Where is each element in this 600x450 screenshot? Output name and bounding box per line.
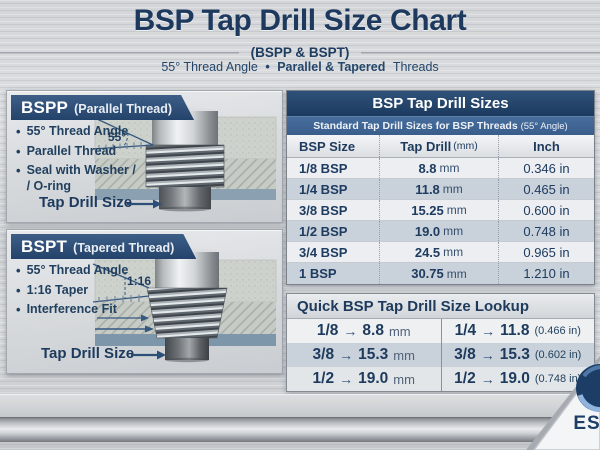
bullet-dot-icon: • — [16, 282, 21, 298]
bspp-panel-type: (Parallel Thread) — [74, 102, 173, 116]
tap-drill-arrow-icon — [127, 199, 162, 209]
quick-lookup-table: Quick BSP Tap Drill Size Lookup 1/8 → 8.8 m… — [286, 293, 595, 392]
column-header-bsp-size: BSP Size — [299, 138, 356, 154]
page-subtitle: (BSPP & BSPT) — [250, 45, 350, 60]
subtitle-row: (BSPP & BSPT) — [0, 45, 600, 60]
tap-drill-arrow-icon — [131, 350, 166, 360]
quick-lookup-cell: 3/8 → 15.3 (0.602 in) — [440, 343, 595, 367]
page-title: BSP Tap Drill Size Chart — [133, 4, 467, 37]
bottom-deck-strip — [0, 394, 600, 417]
quick-lookup-cell: 3/8 → 15.3 mm — [312, 346, 415, 363]
table-row: 3/8 BSP 15.25 mm 0.600 in — [287, 200, 594, 221]
bspp-tap-drill-size-label: Tap Drill Size — [39, 194, 133, 211]
table-row: 3/4 BSP 24.5 mm 0.965 in — [287, 242, 594, 263]
bullet-dot-icon: • — [16, 143, 21, 159]
bspt-tap-drill-size-label: Tap Drill Size — [41, 345, 135, 362]
bspt-fitting — [146, 248, 228, 363]
size-table-header-row: BSP Size Tap Drill (mm) Inch — [287, 135, 594, 158]
divider-line-right — [361, 51, 600, 54]
size-table-subtitle-main: Standard Tap Drill Sizes for BSP Threads — [313, 120, 518, 132]
table-row: 1 BSP 30.75 mm 1.210 in — [287, 263, 594, 284]
bspt-bullet-list: • 55° Thread Angle • 1:16 Taper • Interfere… — [16, 263, 148, 322]
arrow-right-icon: → — [339, 371, 354, 387]
table-row: 1/4 BSP 11.8 mm 0.465 in — [287, 179, 594, 200]
bspt-panel: BSPT (Tapered Thread) • 55° Thread Angle … — [6, 229, 283, 374]
tagline-tail: Threads — [392, 60, 439, 74]
quick-lookup-cell: 1/8 → 8.8 mm — [316, 322, 411, 339]
arrow-right-icon: → — [339, 347, 354, 363]
quick-lookup-cell: 1/2 → 19.0 mm — [312, 370, 415, 387]
size-table-title: BSP Tap Drill Sizes — [287, 91, 594, 116]
bspp-panel: BSPP (Parallel Thread) • 55° Thread Angle… — [6, 90, 283, 223]
arrow-right-icon: → — [343, 323, 358, 339]
bullet-item: • Parallel Thread — [16, 143, 117, 159]
brand-logo-icon — [576, 364, 600, 413]
bullet-item: • 55° Thread Angle — [16, 124, 129, 139]
arrow-right-icon: → — [480, 347, 495, 363]
table-row: 1/2 BSP 19.0 mm 0.748 in — [287, 221, 594, 242]
quick-lookup-title: Quick BSP Tap Drill Size Lookup — [287, 294, 594, 319]
quick-lookup-row: 1/8 → 8.8 mm 1/4 → 11.8 (0.466 in) — [287, 319, 594, 343]
tagline-lead: 55° Thread Angle — [161, 60, 258, 74]
bsp-size-table: BSP Tap Drill Sizes Standard Tap Drill S… — [286, 90, 595, 285]
page-tagline: 55° Thread Angle • Parallel & Tapered Th… — [0, 60, 600, 74]
column-header-inch: Inch — [498, 135, 594, 157]
tagline-bold: Parallel & Tapered — [277, 60, 386, 74]
quick-lookup-cell: 1/4 → 11.8 (0.466 in) — [440, 319, 595, 343]
bullet-item: • Interference Fit — [16, 302, 117, 318]
column-header-tap-drill: Tap Drill (mm) — [379, 135, 498, 157]
bullet-dot-icon: • — [16, 163, 21, 179]
bspp-panel-header: BSPP (Parallel Thread) — [11, 95, 194, 120]
quick-lookup-row: 1/2 → 19.0 mm 1/2 → 19.0 (0.748 in) — [287, 367, 594, 391]
bullet-dot-icon: • — [16, 302, 21, 318]
bspp-bullet-list: • 55° Thread Angle • Parallel Thread • Seal… — [16, 124, 148, 199]
bspp-panel-name: BSPP — [21, 98, 69, 117]
bullet-separator-icon: • — [265, 60, 270, 74]
bullet-dot-icon: • — [16, 124, 21, 139]
bspt-panel-type: (Tapered Thread) — [73, 241, 175, 255]
brand-logo-text: ES — [573, 413, 600, 434]
brand-logo-badge: ES — [526, 356, 600, 450]
quick-lookup-row: 3/8 → 15.3 mm 3/8 → 15.3 (0.602 in) — [287, 343, 594, 367]
arrow-right-icon: → — [481, 323, 496, 339]
bullet-item: • 55° Thread Angle — [16, 263, 129, 278]
bullet-item: • Seal with Washer / / O-ring — [16, 163, 136, 193]
bullet-item: • 1:16 Taper — [16, 282, 89, 298]
arrow-right-icon: → — [480, 371, 495, 387]
bspp-fitting — [145, 107, 225, 212]
bullet-dot-icon: • — [16, 263, 21, 278]
size-table-subtitle: Standard Tap Drill Sizes for BSP Threads… — [287, 116, 594, 135]
bottom-metal-trim — [0, 417, 600, 442]
quick-lookup-cell: 1/2 → 19.0 (0.748 in) — [440, 367, 595, 391]
size-table-subtitle-note: (55° Angle) — [520, 121, 568, 132]
table-row: 1/8 BSP 8.8 mm 0.346 in — [287, 158, 594, 179]
bspt-panel-header: BSPT (Tapered Thread) — [11, 234, 196, 259]
divider-line-left — [0, 51, 239, 54]
bspt-panel-name: BSPT — [21, 237, 68, 256]
